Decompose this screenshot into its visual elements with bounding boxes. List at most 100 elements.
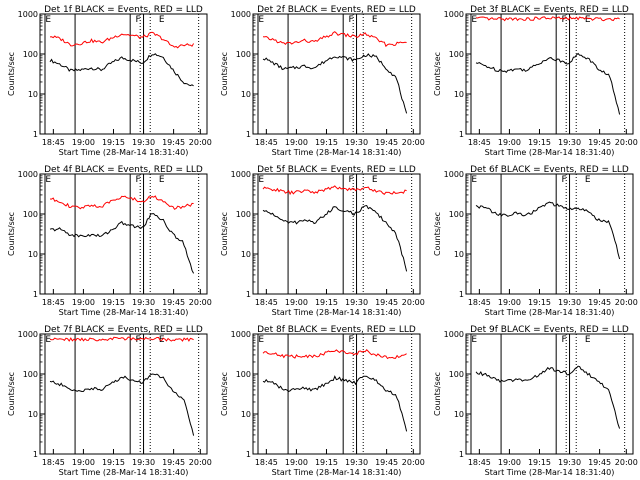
x-tick-label: 19:45 xyxy=(162,298,185,307)
x-tick-label: 19:00 xyxy=(498,458,521,467)
y-tick-label: 10 xyxy=(28,90,38,99)
y-tick-label: 10 xyxy=(28,410,38,419)
marker-letter: F xyxy=(562,335,567,345)
x-axis-label: Start Time (28-Mar-14 18:31:40) xyxy=(272,148,402,157)
y-tick-label: 1 xyxy=(33,450,38,459)
plot-frame xyxy=(465,333,634,455)
y-tick-label: 10 xyxy=(241,410,251,419)
series-line-lld xyxy=(49,195,194,210)
x-tick-label: 19:30 xyxy=(558,458,581,467)
y-tick-label: 1000 xyxy=(444,330,464,339)
plot-title: Det 3f BLACK = Events, RED = LLD xyxy=(470,5,629,15)
marker-letter: E xyxy=(585,335,591,345)
y-tick-label: 1 xyxy=(246,450,251,459)
x-tick-label: 19:15 xyxy=(528,458,551,467)
x-tick-label: 20:00 xyxy=(189,458,212,467)
x-tick-label: 20:00 xyxy=(189,298,212,307)
detector-plot-9: Det 9f BLACK = Events, RED = LLD 1 10 100 10… xyxy=(433,325,638,477)
plot-frame xyxy=(39,333,208,455)
series-line-lld xyxy=(262,349,407,360)
y-tick-label: 1000 xyxy=(18,330,38,339)
x-tick-label: 19:00 xyxy=(72,138,95,147)
x-tick-label: 19:15 xyxy=(528,138,551,147)
y-tick-label: 10 xyxy=(28,250,38,259)
x-tick-label: 19:30 xyxy=(558,298,581,307)
x-tick-label: 18:45 xyxy=(42,458,65,467)
plot-frame xyxy=(39,173,208,295)
series-line-lld xyxy=(475,16,620,22)
series-line-events xyxy=(475,365,621,429)
marker-letter: E xyxy=(372,175,378,185)
plot-title: Det 4f BLACK = Events, RED = LLD xyxy=(44,165,203,175)
y-tick-label: 1 xyxy=(33,290,38,299)
plot-frame xyxy=(252,13,421,135)
x-tick-label: 19:15 xyxy=(528,298,551,307)
y-tick-label: 1000 xyxy=(444,10,464,19)
y-tick-label: 1 xyxy=(459,130,464,139)
y-tick-label: 10 xyxy=(241,250,251,259)
y-tick-label: 1000 xyxy=(444,170,464,179)
marker-letter: E xyxy=(585,175,591,185)
marker-letter: F xyxy=(562,15,567,25)
x-tick-label: 19:15 xyxy=(102,458,125,467)
series-line-lld xyxy=(49,336,194,342)
plot-frame xyxy=(465,13,634,135)
marker-letter: F xyxy=(349,175,354,185)
x-tick-label: 19:15 xyxy=(315,458,338,467)
x-axis-label: Start Time (28-Mar-14 18:31:40) xyxy=(485,308,615,317)
marker-letter: F xyxy=(136,335,141,345)
detector-plot-1: Det 1f BLACK = Events, RED = LLD 1 10 100 10… xyxy=(7,5,212,157)
marker-letter: F xyxy=(136,15,141,25)
y-axis-label: Counts/sec xyxy=(220,372,229,416)
y-axis-label: Counts/sec xyxy=(433,212,442,256)
marker-letter: E xyxy=(258,175,264,185)
plot-title: Det 1f BLACK = Events, RED = LLD xyxy=(44,5,203,15)
plot-frame xyxy=(252,173,421,295)
marker-letter: F xyxy=(562,175,567,185)
x-tick-label: 19:45 xyxy=(375,458,398,467)
x-axis-label: Start Time (28-Mar-14 18:31:40) xyxy=(59,468,189,477)
series-line-events xyxy=(475,201,621,260)
plot-title: Det 5f BLACK = Events, RED = LLD xyxy=(257,165,416,175)
x-tick-label: 19:45 xyxy=(588,298,611,307)
x-tick-label: 20:00 xyxy=(402,458,425,467)
y-tick-label: 1 xyxy=(246,290,251,299)
series-line-events xyxy=(262,375,408,432)
series-line-events xyxy=(49,53,194,87)
x-tick-label: 19:00 xyxy=(285,138,308,147)
y-tick-label: 100 xyxy=(449,370,464,379)
y-tick-label: 10 xyxy=(454,250,464,259)
series-line-events xyxy=(49,373,195,436)
x-tick-label: 19:15 xyxy=(102,138,125,147)
y-tick-label: 10 xyxy=(454,410,464,419)
x-tick-label: 18:45 xyxy=(255,298,278,307)
x-axis-label: Start Time (28-Mar-14 18:31:40) xyxy=(59,308,189,317)
x-tick-label: 19:15 xyxy=(315,138,338,147)
y-tick-label: 1 xyxy=(33,130,38,139)
x-tick-label: 19:15 xyxy=(102,298,125,307)
y-axis-label: Counts/sec xyxy=(433,372,442,416)
x-tick-label: 18:45 xyxy=(255,458,278,467)
y-tick-label: 100 xyxy=(236,210,251,219)
detector-plot-8: Det 8f BLACK = Events, RED = LLD 1 10 100 10… xyxy=(220,325,425,477)
plot-title: Det 6f BLACK = Events, RED = LLD xyxy=(470,165,629,175)
x-tick-label: 19:00 xyxy=(285,458,308,467)
x-tick-label: 20:00 xyxy=(615,458,638,467)
marker-letter: E xyxy=(372,335,378,345)
y-tick-label: 1 xyxy=(459,290,464,299)
x-tick-label: 18:45 xyxy=(42,298,65,307)
marker-letter: E xyxy=(45,15,51,25)
x-tick-label: 19:45 xyxy=(162,458,185,467)
marker-letter: E xyxy=(159,15,165,25)
marker-letter: F xyxy=(136,175,141,185)
marker-letter: E xyxy=(372,15,378,25)
y-tick-label: 1000 xyxy=(231,330,251,339)
y-tick-label: 100 xyxy=(449,210,464,219)
x-tick-label: 19:45 xyxy=(588,138,611,147)
marker-letter: E xyxy=(258,335,264,345)
x-tick-label: 20:00 xyxy=(402,138,425,147)
marker-letter: E xyxy=(471,15,477,25)
x-tick-label: 19:00 xyxy=(498,298,521,307)
x-tick-label: 18:45 xyxy=(255,138,278,147)
